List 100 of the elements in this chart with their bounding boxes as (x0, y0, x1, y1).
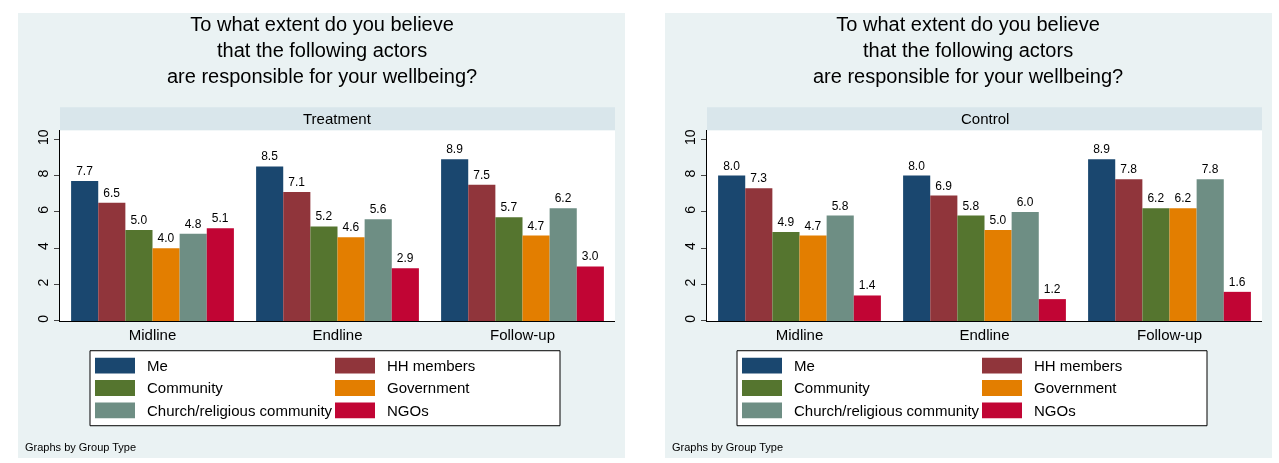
legend-label: Community (794, 379, 871, 396)
bar (283, 191, 311, 321)
data-label: 4.9 (777, 214, 795, 229)
data-label: 1.4 (858, 278, 876, 293)
bar (1223, 291, 1251, 321)
bar (337, 237, 365, 321)
bar (1196, 179, 1224, 321)
bar (576, 266, 604, 321)
data-label: 4.6 (342, 220, 360, 235)
data-label: 4.8 (184, 216, 202, 231)
bar (772, 231, 800, 321)
legend-label: HH members (1034, 357, 1123, 374)
y-tick-label: 4 (35, 242, 52, 251)
bar (718, 175, 746, 321)
bar (826, 215, 854, 321)
data-label: 8.5 (261, 149, 279, 164)
x-tick-label: Endline (312, 325, 363, 343)
y-tick-label: 2 (682, 278, 699, 287)
legend-label: Community (147, 379, 224, 396)
bar (957, 215, 985, 321)
chart-title: To what extent do you believe that the following actors are responsible for your wellbeing? (813, 13, 1124, 87)
bar (903, 175, 931, 321)
data-label: 5.7 (500, 200, 518, 215)
data-label: 4.7 (804, 218, 822, 233)
bar (468, 184, 496, 321)
data-label: 8.9 (446, 142, 464, 157)
data-label: 2.9 (396, 251, 414, 266)
bar (745, 188, 773, 321)
bar (984, 230, 1012, 321)
legend-label: HH members (387, 357, 476, 374)
bar (1142, 208, 1170, 321)
data-label: 8.0 (908, 158, 926, 173)
legend-label: Church/religious community (794, 402, 980, 419)
data-label: 1.6 (1228, 274, 1246, 289)
y-tick-label: 8 (35, 169, 52, 178)
legend-label: Me (794, 357, 815, 374)
bar (522, 235, 550, 321)
bar (1115, 179, 1143, 321)
bar (799, 235, 827, 321)
data-label: 7.8 (1201, 162, 1219, 177)
y-tick-label: 8 (682, 169, 699, 178)
bar (495, 217, 523, 321)
y-tick-label: 0 (682, 314, 699, 323)
legend-label: NGOs (387, 402, 429, 419)
bar (930, 195, 958, 321)
y-tick-label: 6 (682, 205, 699, 214)
bar (179, 233, 207, 321)
data-label: 1.2 (1043, 282, 1061, 297)
data-label: 4.7 (527, 218, 545, 233)
chart-title: To what extent do you believe that the following actors are responsible for your wellbeing? (167, 13, 478, 87)
data-label: 7.7 (76, 164, 94, 179)
bar (206, 228, 234, 321)
data-label: 6.2 (554, 191, 572, 206)
x-tick-label: Follow-up (489, 325, 556, 343)
data-label: 6.0 (1016, 194, 1034, 209)
data-label: 6.5 (103, 185, 121, 200)
bar (98, 202, 126, 321)
data-label: 6.2 (1147, 191, 1165, 206)
data-label: 5.1 (211, 211, 229, 226)
text: Graphs by Group Type (25, 441, 137, 453)
bar (71, 181, 99, 321)
legend-label: Church/religious community (147, 402, 333, 419)
legend-label: NGOs (1034, 402, 1076, 419)
data-label: 6.9 (935, 178, 953, 193)
data-label: 3.0 (581, 249, 599, 264)
bar (1011, 211, 1039, 321)
text: Graphs by Group Type (672, 441, 784, 453)
x-tick-label: Midline (775, 325, 824, 343)
y-tick-label: 0 (35, 314, 52, 323)
data-label: 8.9 (1093, 142, 1111, 157)
legend-label: Government (387, 379, 471, 396)
bar (1169, 208, 1197, 321)
legend-label: Me (147, 357, 168, 374)
y-tick-label: 4 (682, 242, 699, 251)
y-tick-label: 6 (35, 205, 52, 214)
bar (310, 226, 338, 321)
data-label: 7.1 (288, 174, 306, 189)
bar (125, 230, 153, 321)
bar (364, 219, 392, 321)
data-label: 7.5 (473, 167, 491, 182)
bar (853, 295, 881, 321)
bar (549, 208, 577, 321)
data-label: 7.8 (1120, 162, 1138, 177)
chart-subtitle: Control (961, 110, 1010, 127)
data-label: 8.0 (723, 158, 741, 173)
data-label: 5.8 (962, 198, 980, 213)
bar (391, 268, 419, 321)
y-tick-label: 10 (35, 129, 52, 145)
data-label: 5.8 (831, 198, 849, 213)
x-tick-label: Midline (128, 325, 177, 343)
data-label: 5.6 (369, 202, 387, 217)
data-label: 4.0 (157, 231, 175, 246)
chart-subtitle: Treatment (303, 110, 372, 127)
y-tick-label: 10 (682, 129, 699, 145)
data-label: 5.2 (315, 209, 333, 224)
legend-label: Government (1034, 379, 1118, 396)
bar (441, 159, 469, 321)
x-tick-label: Follow-up (1136, 325, 1203, 343)
data-label: 7.3 (750, 171, 768, 186)
bar (1038, 299, 1066, 321)
